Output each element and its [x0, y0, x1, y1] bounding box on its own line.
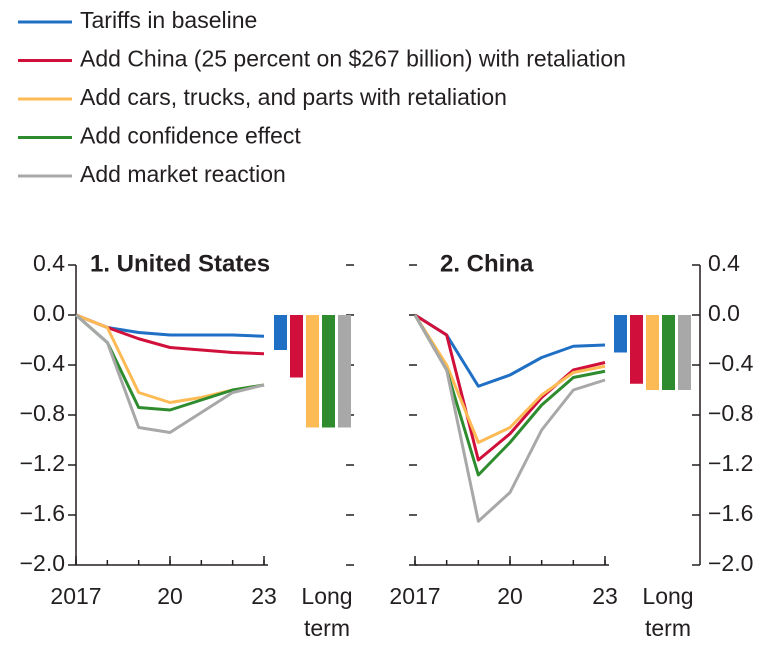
line — [414, 313, 606, 462]
line — [75, 313, 265, 434]
y-tick-label: −0.4 — [708, 350, 754, 376]
long-term-bar — [290, 315, 303, 378]
long-term-bar — [322, 315, 335, 428]
y-tick-label: 0.0 — [708, 300, 740, 326]
legend-label: Tariffs in baseline — [80, 7, 257, 33]
panel: 0.4 0.0 −0.4 −0.8 −1.2 −1.6 −2.0 2017 20 23 Long te… — [389, 250, 753, 641]
line — [413, 314, 606, 444]
panel-title: 2. China — [440, 250, 534, 277]
x-tick-label: 23 — [251, 583, 277, 609]
x-tick-label: 20 — [157, 583, 183, 609]
y-tick-label: −2.0 — [708, 550, 753, 576]
long-term-label: Long term — [301, 583, 352, 641]
long-term-bar — [306, 315, 319, 428]
y-tick-label: −1.2 — [20, 450, 65, 476]
long-term-label: Long term — [642, 583, 693, 641]
x-tick-label: 2017 — [389, 583, 440, 609]
y-tick-label: 0.4 — [33, 250, 65, 276]
legend-label: Add market reaction — [80, 161, 286, 187]
line — [413, 314, 606, 523]
line — [413, 314, 606, 477]
y-tick-label: −1.6 — [708, 500, 753, 526]
long-term-bar — [662, 315, 675, 390]
line — [75, 313, 265, 412]
legend-label: Add cars, trucks, and parts with retalia… — [80, 84, 507, 110]
x-tick-label: 20 — [497, 583, 523, 609]
y-tick-label: −0.8 — [708, 400, 753, 426]
long-term-bar — [274, 315, 287, 350]
y-tick-label: −1.2 — [708, 450, 753, 476]
y-tick-label: 0.0 — [33, 300, 65, 326]
x-tick-label: 2017 — [50, 583, 101, 609]
y-tick-label: −1.6 — [20, 500, 65, 526]
long-term-bar — [646, 315, 659, 390]
panel: 0.4 0.0 −0.4 −0.8 −1.2 −1.6 −2.0 2017 20 23 Long te… — [20, 250, 354, 641]
y-tick-label: −0.4 — [20, 350, 66, 376]
long-term-bar — [630, 315, 643, 384]
y-tick-label: −0.8 — [20, 400, 65, 426]
long-term-bar — [678, 315, 691, 390]
long-term-bar — [614, 315, 627, 353]
legend-label: Add China (25 percent on $267 billion) w… — [80, 46, 626, 72]
y-tick-label: 0.4 — [708, 250, 740, 276]
y-tick-label: −2.0 — [20, 550, 65, 576]
legend-label: Add confidence effect — [80, 123, 301, 149]
panel-title: 1. United States — [90, 250, 270, 277]
long-term-bar — [338, 315, 351, 428]
x-tick-label: 23 — [592, 583, 618, 609]
